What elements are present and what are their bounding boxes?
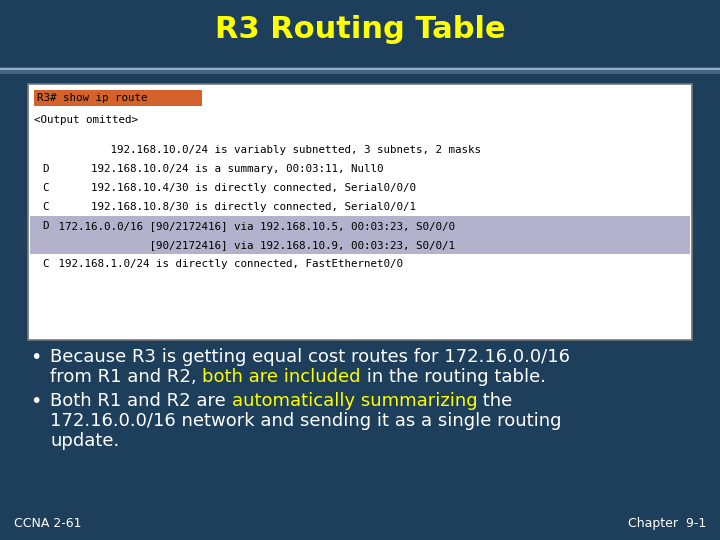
FancyBboxPatch shape <box>28 84 692 340</box>
Bar <box>30 215 690 234</box>
Text: C: C <box>42 183 48 193</box>
Text: automatically summarizing: automatically summarizing <box>232 392 477 410</box>
Text: R3# show ip route: R3# show ip route <box>37 93 148 103</box>
Text: <Output omitted>: <Output omitted> <box>34 115 138 125</box>
Text: [90/2172416] via 192.168.10.9, 00:03:23, S0/0/1: [90/2172416] via 192.168.10.9, 00:03:23,… <box>52 240 455 250</box>
Text: D: D <box>42 221 48 231</box>
Bar <box>30 234 690 254</box>
Text: C: C <box>42 202 48 212</box>
Text: Because R3 is getting equal cost routes for 172.16.0.0/16: Because R3 is getting equal cost routes … <box>50 348 570 366</box>
Text: the: the <box>477 392 513 410</box>
Text: Both R1 and R2 are: Both R1 and R2 are <box>50 392 232 410</box>
Bar <box>0 67 720 74</box>
Text: from R1 and R2,: from R1 and R2, <box>50 368 202 386</box>
Text: •: • <box>30 392 41 411</box>
Text: 192.168.1.0/24 is directly connected, FastEthernet0/0: 192.168.1.0/24 is directly connected, Fa… <box>52 259 403 269</box>
Text: 192.168.10.8/30 is directly connected, Serial0/0/1: 192.168.10.8/30 is directly connected, S… <box>52 202 416 212</box>
Text: D: D <box>42 164 48 174</box>
Text: 172.16.0.0/16 [90/2172416] via 192.168.10.5, 00:03:23, S0/0/0: 172.16.0.0/16 [90/2172416] via 192.168.1… <box>52 221 455 231</box>
Text: 192.168.10.0/24 is variably subnetted, 3 subnets, 2 masks: 192.168.10.0/24 is variably subnetted, 3… <box>52 145 481 155</box>
Text: •: • <box>30 348 41 367</box>
Bar <box>0 68 720 70</box>
Text: C: C <box>42 259 48 269</box>
Text: 192.168.10.0/24 is a summary, 00:03:11, Null0: 192.168.10.0/24 is a summary, 00:03:11, … <box>52 164 384 174</box>
Bar <box>34 90 202 106</box>
Text: both are included: both are included <box>202 368 361 386</box>
Text: Chapter  9-1: Chapter 9-1 <box>628 517 706 530</box>
Text: in the routing table.: in the routing table. <box>361 368 546 386</box>
Text: CCNA 2-61: CCNA 2-61 <box>14 517 81 530</box>
Text: 192.168.10.4/30 is directly connected, Serial0/0/0: 192.168.10.4/30 is directly connected, S… <box>52 183 416 193</box>
Text: R3 Routing Table: R3 Routing Table <box>215 16 505 44</box>
Text: 172.16.0.0/16 network and sending it as a single routing: 172.16.0.0/16 network and sending it as … <box>50 412 562 430</box>
Text: update.: update. <box>50 432 120 450</box>
